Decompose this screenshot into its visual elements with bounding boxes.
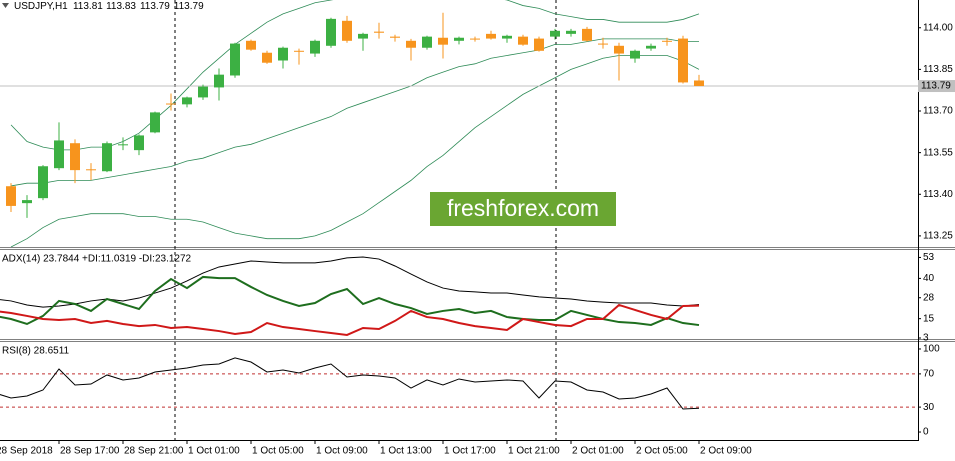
y-tick-label: 100: [923, 344, 940, 355]
watermark-box: [430, 192, 616, 226]
candle-body: [518, 36, 528, 45]
candle-body: [390, 36, 400, 38]
watermark: freshforex.com: [430, 192, 616, 226]
x-tick-label: 1 Oct 01:00: [188, 446, 240, 457]
candle-body: [38, 166, 48, 199]
candle-body: [262, 52, 272, 63]
candle-body: [102, 143, 112, 172]
candle-body: [310, 40, 320, 54]
candle-body: [694, 80, 704, 87]
candle-body: [230, 43, 240, 76]
candle-body: [374, 31, 384, 33]
y-tick-label: 114.00: [923, 22, 953, 33]
x-tick-label: 28 Sep 21:00: [124, 446, 184, 457]
symbol: USDJPY,H1: [14, 1, 68, 12]
x-tick-label: 1 Oct 09:00: [316, 446, 368, 457]
candle-body: [182, 97, 192, 105]
y-tick-label: 113.55: [923, 147, 953, 158]
candle-body: [662, 40, 672, 42]
symbol-icon: [2, 3, 9, 8]
candle-body: [486, 33, 496, 39]
candle-body: [534, 38, 544, 51]
x-tick-label: 2 Oct 09:00: [700, 446, 752, 457]
candle-body: [342, 20, 352, 41]
candle-body: [54, 140, 64, 169]
indicator-line: [0, 275, 700, 327]
candle-body: [422, 36, 432, 48]
candle-body: [166, 103, 176, 105]
candle-body: [566, 30, 576, 34]
candle-body: [6, 186, 16, 206]
candle-body: [646, 45, 656, 49]
candle-body: [470, 38, 480, 40]
indicator-line: [0, 357, 700, 410]
y-tick-label: 113.40: [923, 189, 953, 200]
open-value: 113.81: [73, 1, 103, 12]
current-price-tag: [918, 80, 955, 93]
candle-body: [118, 144, 128, 146]
x-tick-label: 2 Oct 01:00: [572, 446, 624, 457]
y-tick-label: 0: [923, 427, 929, 438]
high-value: 113.83: [106, 1, 136, 12]
watermark-text: freshforex.com: [447, 195, 599, 221]
candle-body: [294, 50, 304, 52]
x-tick-label: 1 Oct 13:00: [380, 446, 432, 457]
band-line: [10, 0, 700, 151]
candle-body: [406, 40, 416, 48]
candle-body: [246, 40, 256, 50]
y-tick-label: 113.25: [923, 231, 953, 242]
candle-body: [86, 169, 96, 171]
y-tick-label: 30: [923, 402, 935, 413]
candle-body: [502, 35, 512, 39]
close-value: 113.79: [174, 1, 204, 12]
candle-body: [150, 112, 160, 133]
candle-body: [598, 43, 608, 45]
y-tick-label: 53: [923, 252, 935, 263]
y-tick-label: 40: [923, 273, 935, 284]
y-tick-label: 70: [923, 369, 935, 380]
x-tick-label: 1 Oct 05:00: [252, 446, 304, 457]
candle-body: [198, 86, 208, 98]
x-tick-label: 2 Oct 05:00: [636, 446, 688, 457]
y-tick-label: 113.85: [923, 64, 953, 75]
rsi-title: RSI(8) 28.6511: [2, 346, 70, 357]
candle-body: [278, 47, 288, 61]
y-tick-label: 28: [923, 292, 935, 303]
candle-body: [630, 50, 640, 59]
candle-body: [614, 45, 624, 54]
candle-body: [22, 200, 32, 204]
low-value: 113.79: [140, 1, 170, 12]
x-tick-label: 28 Sep 2018: [0, 446, 53, 457]
y-tick-label: 15: [923, 313, 935, 324]
candle-body: [326, 18, 336, 46]
candle-body: [438, 37, 448, 45]
indicator-line: [0, 303, 700, 336]
candle-body: [70, 143, 80, 171]
x-tick-label: 28 Sep 17:00: [60, 446, 120, 457]
candle-body: [582, 28, 592, 41]
y-tick-label: 113.70: [923, 106, 953, 117]
band-line: [10, 38, 699, 187]
candle-body: [454, 37, 464, 41]
band-line: [10, 55, 700, 247]
candle-body: [550, 30, 560, 37]
y-tick-label: 3: [923, 333, 929, 344]
x-tick-label: 1 Oct 17:00: [444, 446, 496, 457]
candle-body: [214, 74, 224, 88]
x-tick-label: 1 Oct 21:00: [508, 446, 560, 457]
candle-body: [134, 135, 144, 151]
candle-body: [678, 38, 688, 83]
chart-header: USDJPY,H1 113.81 113.83 113.79 113.79: [14, 1, 204, 12]
adx-title: ADX(14) 23.7844 +DI:11.0319 -DI:23.1272: [2, 254, 192, 265]
candle-body: [358, 33, 368, 39]
current-price-label: 113.79: [921, 81, 951, 92]
